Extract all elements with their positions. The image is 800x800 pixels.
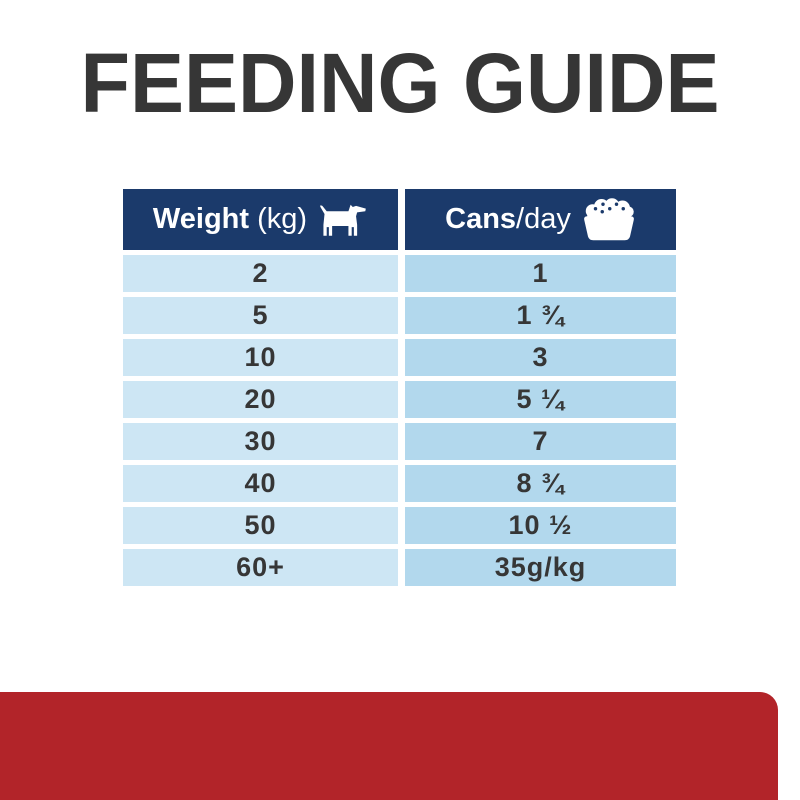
weight-cell: 2 [123,255,398,292]
weight-cell: 50 [123,507,398,544]
page-title: FEEDING GUIDE [80,37,720,131]
cans-cell: 7 [405,423,676,460]
cans-cell: 5 ¼ [405,381,676,418]
weight-cell: 30 [123,423,398,460]
red-footer-bar [0,692,778,800]
bowl-icon [582,197,636,242]
cans-header-label: Cans/day [445,203,571,235]
weight-cell: 5 [123,297,398,334]
weight-cell: 60+ [123,549,398,586]
weight-cell: 40 [123,465,398,502]
feeding-guide-table: Weight (kg) Cans/day [123,189,676,586]
cans-cell: 1 ¾ [405,297,676,334]
cans-cell: 35g/kg [405,549,676,586]
table-header-cans: Cans/day [405,189,676,250]
weight-cell: 10 [123,339,398,376]
weight-header-label: Weight (kg) [152,203,308,235]
cans-cell: 3 [405,339,676,376]
cans-cell: 1 [405,255,676,292]
dog-icon [318,199,368,241]
table-header-weight: Weight (kg) [123,189,398,250]
cans-cell: 8 ¾ [405,465,676,502]
weight-cell: 20 [123,381,398,418]
cans-cell: 10 ½ [405,507,676,544]
